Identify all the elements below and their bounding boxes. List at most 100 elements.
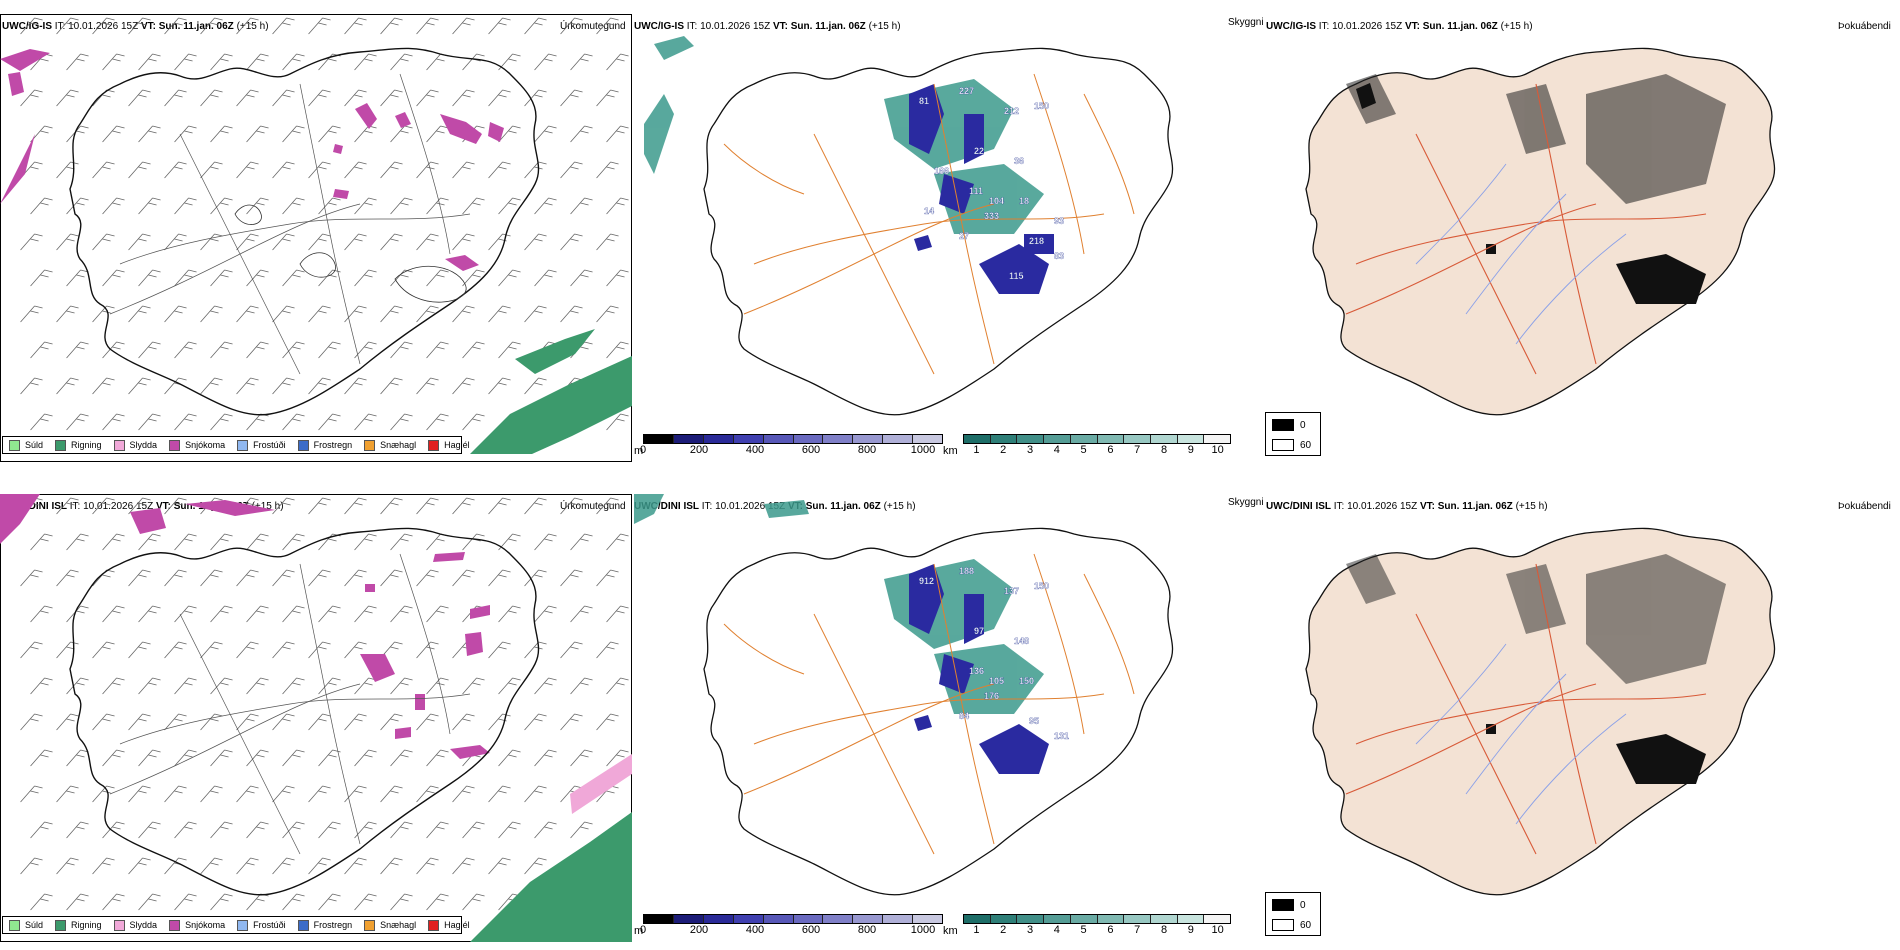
wind-barb-icon xyxy=(344,857,367,875)
wind-barb-icon xyxy=(92,233,115,251)
wind-barb-icon xyxy=(524,233,547,251)
wind-barb-icon xyxy=(570,821,593,839)
vis-number-label: 27 xyxy=(959,231,969,241)
cloudbase-unit-2: m xyxy=(634,925,644,937)
tick-label: 3 xyxy=(1026,924,1034,936)
legend-label: Súld xyxy=(25,440,44,450)
colorbar-segment xyxy=(1070,915,1098,923)
wind-barb-icon xyxy=(498,605,521,623)
legend-label: Slydda xyxy=(129,920,158,930)
colorbar-segment xyxy=(1070,435,1098,443)
wind-barb-icon xyxy=(498,197,521,215)
wind-barb-icon xyxy=(272,233,295,251)
legend-item-rigning: Rigning xyxy=(55,919,102,931)
wind-barb-icon xyxy=(56,377,79,395)
wind-barb-icon xyxy=(92,377,115,395)
wind-barb-icon xyxy=(236,641,259,659)
vis-number-label: 212 xyxy=(1004,106,1019,116)
legend-label: Súld xyxy=(25,920,44,930)
wind-barb-icon xyxy=(596,641,619,659)
wind-barb-icon xyxy=(380,569,403,587)
colorbar-segment xyxy=(1177,435,1205,443)
colorbar-segment xyxy=(733,915,764,923)
wind-barb-icon xyxy=(200,89,223,107)
legend-swatch xyxy=(428,439,440,451)
colorbar-segment xyxy=(1177,915,1205,923)
wind-barb-icon xyxy=(236,161,259,179)
wind-barb-icon xyxy=(560,641,583,659)
wind-barb-icon xyxy=(426,821,449,839)
vis-number-label: 188 xyxy=(959,566,974,576)
legend-swatch xyxy=(9,439,20,451)
wind-barb-icon xyxy=(416,641,439,659)
wind-barb-icon xyxy=(354,197,377,215)
wind-barb-icon xyxy=(200,641,223,659)
wind-barb-icon xyxy=(426,269,449,287)
legend-item-súld: Súld xyxy=(9,919,44,931)
tick-label: 600 xyxy=(801,924,821,936)
colorbar-segment xyxy=(1017,915,1045,923)
legend-label: Snæhagl xyxy=(380,440,417,450)
fog-title-2: Þokuábendi xyxy=(1838,501,1891,512)
wind-barb-icon xyxy=(524,713,547,731)
wind-barb-icon xyxy=(570,53,593,71)
wind-barb-icon xyxy=(200,161,223,179)
legend-item-haglél: Haglél xyxy=(428,919,470,931)
wind-barb-icon xyxy=(30,125,53,143)
wind-barb-icon xyxy=(344,377,367,395)
fog-map xyxy=(1305,47,1776,416)
wind-barb-icon xyxy=(416,161,439,179)
wind-barb-icon xyxy=(488,785,511,803)
wind-barb-icon xyxy=(524,785,547,803)
vis-number-label: 218 xyxy=(1029,236,1044,246)
tick-label: 4 xyxy=(1053,924,1060,936)
fog-title: Þokuábendi xyxy=(1838,21,1891,32)
vis-number-label: 912 xyxy=(919,576,934,586)
vis-number-label: 95 xyxy=(1029,716,1039,726)
wind-barb-icon xyxy=(272,161,295,179)
wind-barb-icon xyxy=(462,53,485,71)
wind-barb-icon xyxy=(596,713,619,731)
wind-barb-icon xyxy=(138,53,161,71)
row-2: UWC/DINI ISL IT: 10.01.2026 15Z VT: Sun.… xyxy=(0,480,1900,950)
wind-barb-icon xyxy=(138,893,161,911)
wind-barb-icon xyxy=(102,53,125,71)
wind-barb-icon xyxy=(128,233,151,251)
wind-barb-icon xyxy=(344,233,367,251)
wind-barb-icon xyxy=(380,233,403,251)
colorbar-segment xyxy=(823,435,854,443)
wind-barb-icon xyxy=(606,53,629,71)
wind-barb-icon xyxy=(390,605,413,623)
tick-label: 1000 xyxy=(910,924,936,936)
tick-label: 0 xyxy=(639,924,647,936)
wind-barb-icon xyxy=(30,677,53,695)
colorbar-segment xyxy=(644,915,674,923)
wind-barb-icon xyxy=(596,497,619,515)
wind-barb-icon xyxy=(318,197,341,215)
wind-barb-icon xyxy=(236,569,259,587)
tick-label: 6 xyxy=(1107,444,1114,456)
vis-number-label: 36 xyxy=(1014,156,1024,166)
wind-barb-icon xyxy=(534,821,557,839)
wind-barb-icon xyxy=(452,713,475,731)
wind-barb-icon xyxy=(30,533,53,551)
colorbar-segment xyxy=(1097,915,1125,923)
wind-barb-icon xyxy=(128,641,151,659)
legend-item-snjókoma: Snjókoma xyxy=(169,439,225,451)
colorbar-segment xyxy=(1204,435,1231,443)
wind-barb-icon xyxy=(462,677,485,695)
legend-item-slydda: Slydda xyxy=(113,919,158,931)
colorbar-segment xyxy=(673,915,704,923)
wind-barb-icon xyxy=(318,533,341,551)
wind-barb-icon xyxy=(282,605,305,623)
legend-swatch xyxy=(364,919,376,931)
vis-map-2: 912 188 137 150 97 148 136 105 150 176 84 95 131 xyxy=(634,494,1174,896)
wind-barb-icon xyxy=(488,569,511,587)
tick-label: 9 xyxy=(1187,444,1194,456)
wind-barb-icon xyxy=(200,17,223,35)
wind-barb-icon xyxy=(524,569,547,587)
colorbar-segment xyxy=(883,435,914,443)
wind-barb-icon xyxy=(308,857,331,875)
legend-item-rigning: Rigning xyxy=(55,439,102,451)
colorbar-segment xyxy=(883,915,914,923)
